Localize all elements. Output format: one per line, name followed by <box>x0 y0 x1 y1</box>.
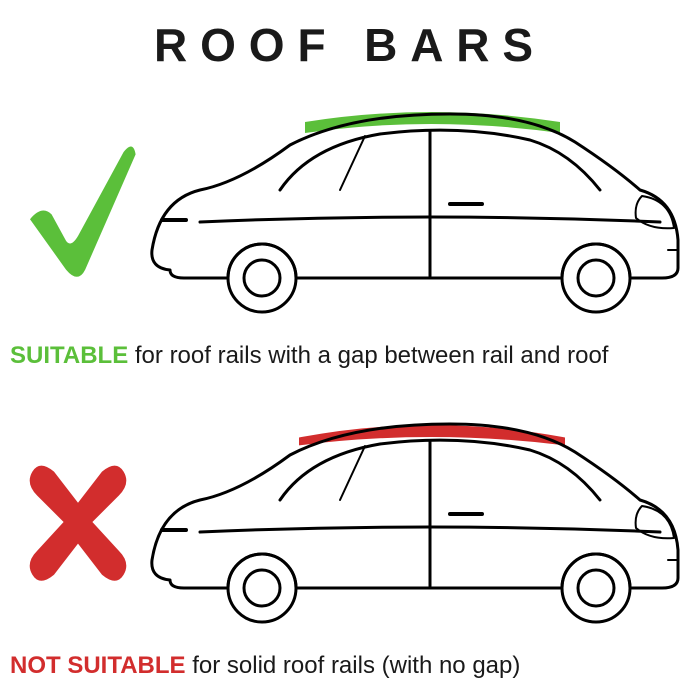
cross-icon <box>18 450 138 590</box>
row-unsuitable: NOT SUITABLE for solid roof rails (with … <box>0 410 700 680</box>
check-icon <box>18 140 138 280</box>
caption-unsuitable-lead: NOT SUITABLE <box>10 652 186 679</box>
caption-suitable-lead: SUITABLE <box>10 342 128 369</box>
caption-unsuitable-rest: for solid roof rails (with no gap) <box>186 652 521 679</box>
caption-unsuitable: NOT SUITABLE for solid roof rails (with … <box>0 652 700 680</box>
caption-suitable-rest: for roof rails with a gap between rail a… <box>128 342 608 369</box>
page-title: ROOF BARS <box>0 0 700 72</box>
row-suitable: SUITABLE for roof rails with a gap betwe… <box>0 100 700 370</box>
car-unsuitable <box>130 410 690 645</box>
car-suitable <box>130 100 690 335</box>
caption-suitable: SUITABLE for roof rails with a gap betwe… <box>0 342 700 370</box>
